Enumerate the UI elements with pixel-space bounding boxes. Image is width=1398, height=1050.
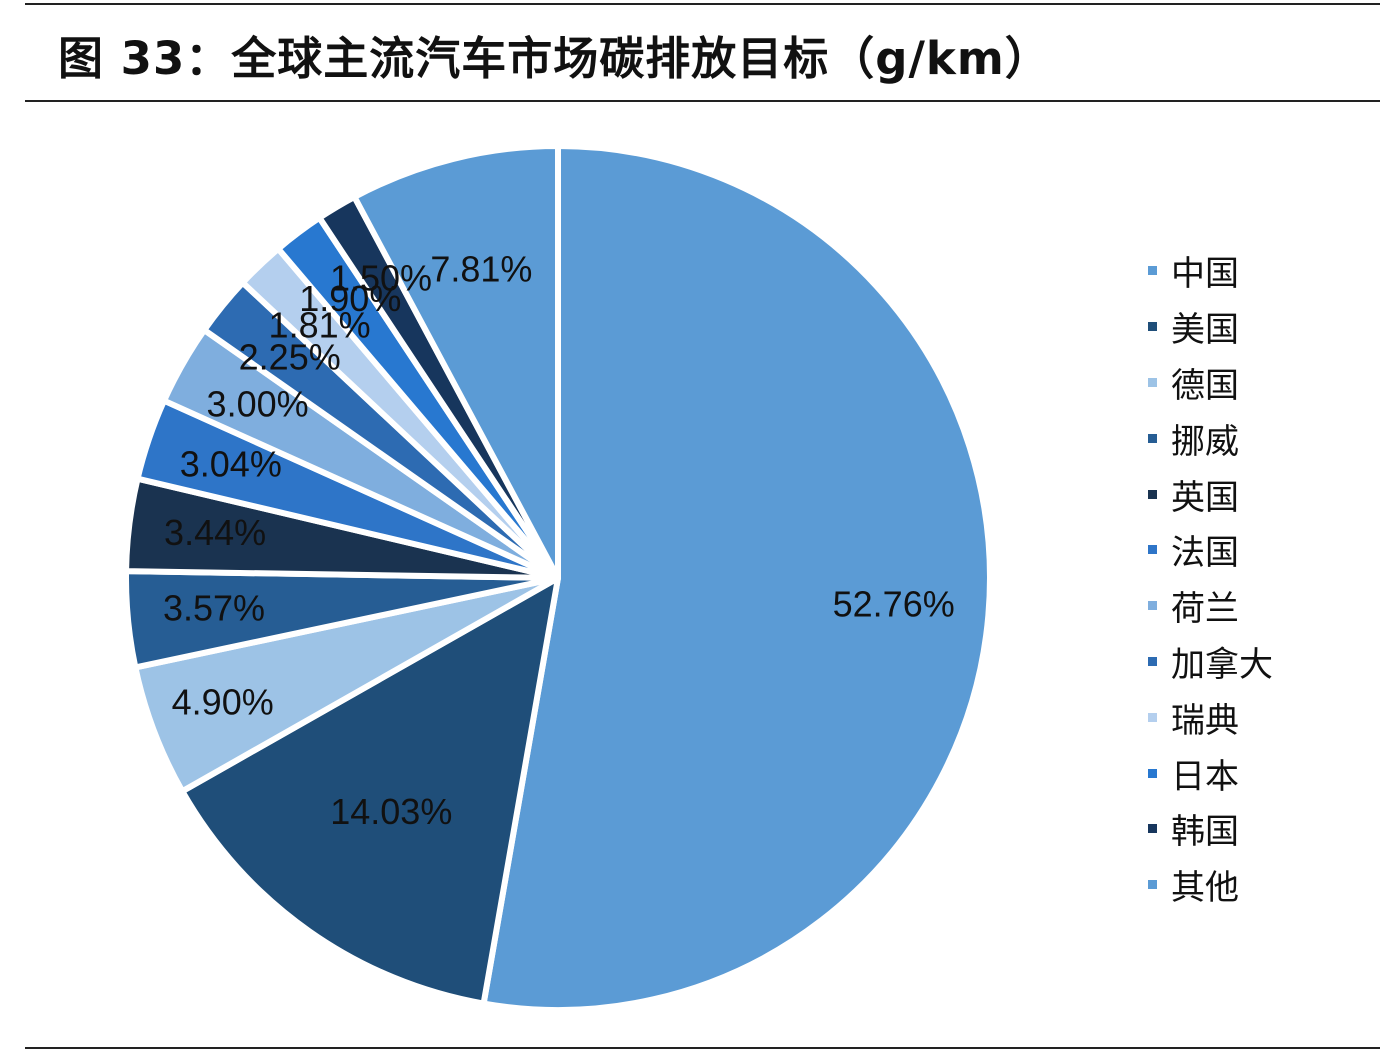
slice-label-其他: 7.81% [430, 249, 532, 290]
legend-swatch [1148, 601, 1157, 611]
chart-title: 图 33：全球主流汽车市场碳排放目标（g/km） [58, 32, 1051, 85]
slice-label-美国: 14.03% [330, 791, 452, 832]
legend-label: 法国 [1171, 533, 1239, 574]
legend-item-荷兰: 荷兰 [1148, 578, 1273, 634]
slice-label-日本: 1.90% [299, 278, 401, 319]
legend-item-挪威: 挪威 [1148, 410, 1273, 466]
legend-swatch [1148, 322, 1157, 332]
legend-item-韩国: 韩国 [1148, 801, 1273, 857]
legend-label: 加拿大 [1171, 644, 1273, 685]
chart-legend: 中国美国德国挪威英国法国荷兰加拿大瑞典日本韩国其他 [1148, 243, 1273, 913]
legend-swatch [1148, 656, 1157, 666]
legend-item-瑞典: 瑞典 [1148, 689, 1273, 745]
slice-label-瑞典: 1.81% [269, 304, 371, 345]
legend-item-德国: 德国 [1148, 355, 1273, 411]
legend-label: 日本 [1171, 756, 1239, 797]
pie-slice-中国 [480, 143, 993, 1013]
legend-swatch [1148, 489, 1157, 499]
legend-label: 中国 [1171, 254, 1239, 295]
title-underline [25, 100, 1380, 102]
legend-swatch [1148, 712, 1157, 722]
legend-swatch [1148, 266, 1157, 276]
legend-item-美国: 美国 [1148, 299, 1273, 355]
legend-item-英国: 英国 [1148, 466, 1273, 522]
legend-item-加拿大: 加拿大 [1148, 634, 1273, 690]
slice-label-中国: 52.76% [833, 584, 955, 625]
legend-item-法国: 法国 [1148, 522, 1273, 578]
slice-label-挪威: 3.57% [163, 588, 265, 629]
legend-label: 挪威 [1171, 421, 1239, 462]
legend-label: 荷兰 [1171, 589, 1239, 630]
legend-swatch [1148, 824, 1157, 834]
legend-label: 其他 [1171, 868, 1239, 909]
legend-item-日本: 日本 [1148, 745, 1273, 801]
legend-label: 德国 [1171, 365, 1239, 406]
legend-item-其他: 其他 [1148, 857, 1273, 913]
slice-label-韩国: 1.50% [330, 258, 432, 299]
slice-label-德国: 4.90% [172, 682, 274, 723]
top-rule [25, 3, 1380, 5]
legend-swatch [1148, 433, 1157, 443]
slice-label-英国: 3.44% [164, 512, 266, 553]
bottom-rule [25, 1047, 1380, 1049]
legend-label: 韩国 [1171, 812, 1239, 853]
legend-swatch [1148, 545, 1157, 555]
slice-label-荷兰: 3.00% [207, 384, 309, 425]
legend-swatch [1148, 880, 1157, 890]
legend-label: 美国 [1171, 310, 1239, 351]
legend-swatch [1148, 768, 1157, 778]
legend-swatch [1148, 377, 1157, 387]
pie-slice-美国 [179, 575, 561, 1007]
legend-label: 英国 [1171, 477, 1239, 518]
legend-item-中国: 中国 [1148, 243, 1273, 299]
legend-label: 瑞典 [1171, 700, 1239, 741]
slice-label-法国: 3.04% [180, 443, 282, 484]
slice-label-加拿大: 2.25% [239, 337, 341, 378]
pie-slice-其他 [351, 143, 561, 581]
